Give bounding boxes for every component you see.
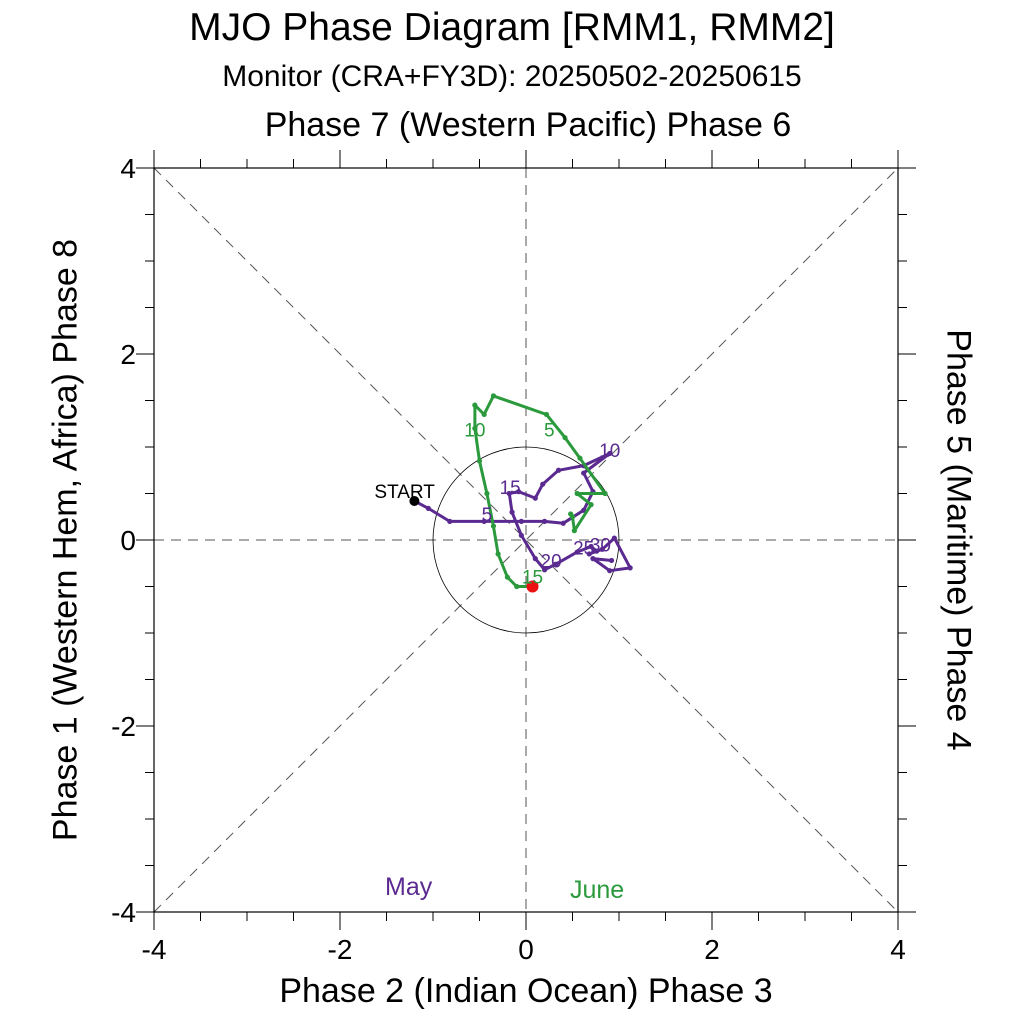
data-point-may [607,450,613,457]
day-label-june: 15 [522,567,543,588]
data-point-may [542,567,548,573]
data-point-may [553,561,559,567]
phase-guides [153,167,899,913]
day-label-june: 5 [544,420,555,441]
diagonal-guide [153,167,899,913]
data-point-june [484,490,490,497]
day-label-may: 10 [599,441,620,462]
start-label: START [374,482,435,503]
diagonal-guide [153,167,899,913]
data-point-june [574,490,580,497]
data-point-may [540,481,546,487]
data-point-may [599,546,605,552]
data-point-may [611,535,617,541]
data-point-may [447,518,453,525]
data-point-may [425,505,431,511]
unit-circle [432,446,620,634]
series-layer [409,393,633,593]
day-label-may: 30 [590,536,611,557]
chart-subtitle: Monitor (CRA+FY3D): 20250502-20250615 [222,60,802,93]
data-point-june [490,523,497,529]
data-point-may [509,509,515,515]
data-point-may [518,518,524,525]
chart-title: MJO Phase Diagram [RMM1, RMM2] [189,6,835,49]
x-tick-label: -2 [328,934,353,965]
day-label-may: 5 [482,505,493,526]
data-point-may [555,467,562,473]
data-point-may [542,518,548,525]
legend-may: May [385,873,433,901]
y-tick-label: 2 [120,339,136,370]
data-point-june [571,528,577,534]
data-point-june [514,583,520,590]
day-label-may: 15 [500,478,521,499]
x-tick-label: 4 [890,934,906,965]
day-label-may: 20 [541,551,562,572]
data-point-may [594,548,600,554]
data-point-june [476,458,483,464]
data-point-june [543,411,550,418]
data-point-may [586,551,592,557]
data-point-june [495,551,501,557]
data-point-may [481,518,487,525]
data-point-may [560,520,566,526]
data-point-may [607,568,613,574]
y-tick-label: -2 [111,711,136,742]
y-tick-label: -4 [111,897,136,928]
data-point-may [590,556,596,562]
x-tick-label: 2 [704,934,720,965]
data-point-june [602,490,608,497]
series-line-june [473,394,607,588]
day-label-may: 25 [573,538,594,559]
data-point-may [574,549,580,555]
start-marker [409,495,420,506]
data-point-june [472,425,478,431]
end-marker [526,580,539,593]
data-point-june [481,411,487,418]
data-point-may [581,470,587,476]
legend-june: June [570,876,624,904]
data-point-may [532,556,538,562]
data-point-may [627,565,633,571]
plot-axes: -4 -2 0 2 4 -4 -2 0 2 4 [111,150,916,965]
data-point-may [532,495,538,501]
data-point-may [515,489,522,495]
data-point-june [569,514,576,520]
y-tick-label: 0 [120,525,136,556]
x-tick-label: 0 [518,934,534,965]
data-point-june [562,435,568,441]
y-tick-label: 4 [120,153,136,184]
data-point-may [506,490,512,497]
top-phase-label: Phase 7 (Western Pacific) Phase 6 [264,106,792,144]
data-point-june [490,393,497,399]
x-axis-label: Phase 2 (Indian Ocean) Phase 3 [279,972,773,1010]
data-point-may [588,543,594,550]
day-label-june: 10 [464,420,485,441]
data-point-june [588,502,594,508]
data-point-june [504,574,510,580]
data-point-may [518,532,524,538]
data-point-june [472,402,478,408]
x-tick-label: -4 [142,934,167,965]
data-point-may [608,557,615,564]
data-point-june [577,455,583,461]
